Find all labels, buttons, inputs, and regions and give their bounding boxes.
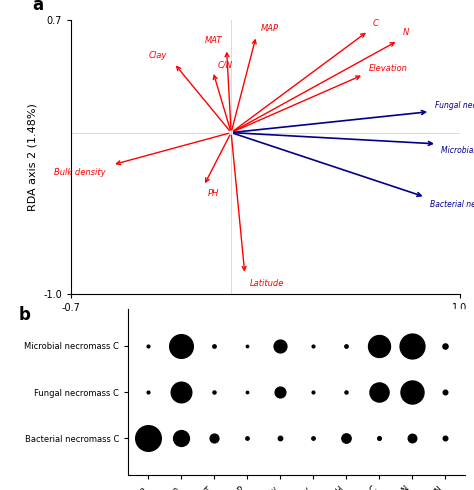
Point <box>243 434 251 442</box>
Point <box>276 434 283 442</box>
Point <box>177 388 184 396</box>
Point <box>309 434 317 442</box>
Point <box>375 342 383 350</box>
Text: Clay: Clay <box>149 51 167 60</box>
Text: Microbial necromass C: Microbial necromass C <box>441 146 474 154</box>
Point <box>243 342 251 350</box>
Point <box>441 434 448 442</box>
Point <box>276 342 283 350</box>
Point <box>144 342 152 350</box>
Point <box>144 388 152 396</box>
Point <box>210 388 218 396</box>
Text: Bulk density: Bulk density <box>54 168 105 177</box>
Point <box>177 434 184 442</box>
Point <box>441 342 448 350</box>
Text: MAP: MAP <box>261 24 279 32</box>
Text: Fungal necromass C: Fungal necromass C <box>435 101 474 110</box>
Point <box>276 388 283 396</box>
Text: C: C <box>373 19 379 27</box>
Text: C/N: C/N <box>218 61 232 70</box>
Point <box>309 342 317 350</box>
Text: b: b <box>19 306 31 324</box>
Point <box>144 434 152 442</box>
Point <box>243 388 251 396</box>
Point <box>375 434 383 442</box>
Text: PH: PH <box>208 189 219 198</box>
Point <box>408 434 416 442</box>
Point <box>210 434 218 442</box>
X-axis label: RDA axis 1 (87.45%): RDA axis 1 (87.45%) <box>208 318 323 329</box>
Point <box>342 342 349 350</box>
Point <box>342 388 349 396</box>
Point <box>375 388 383 396</box>
Text: a: a <box>32 0 43 14</box>
Y-axis label: RDA axis 2 (1.48%): RDA axis 2 (1.48%) <box>28 103 38 211</box>
Point <box>177 342 184 350</box>
Text: Elevation: Elevation <box>368 64 407 73</box>
Text: Latitude: Latitude <box>249 279 284 289</box>
Point <box>342 434 349 442</box>
Point <box>309 388 317 396</box>
Point <box>408 388 416 396</box>
Point <box>408 342 416 350</box>
Point <box>210 342 218 350</box>
Text: N: N <box>402 28 409 37</box>
Text: Bacterial necromass C: Bacterial necromass C <box>430 200 474 209</box>
Point <box>441 388 448 396</box>
Text: MAT: MAT <box>204 36 222 46</box>
